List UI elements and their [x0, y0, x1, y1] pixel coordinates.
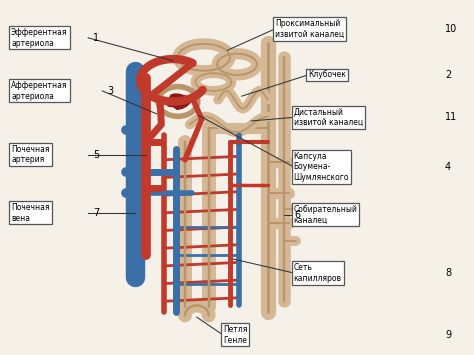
Text: 11: 11: [445, 113, 457, 122]
Text: Эфферентная
артериола: Эфферентная артериола: [11, 28, 68, 48]
Text: 8: 8: [445, 268, 451, 278]
Text: Почечная
вена: Почечная вена: [11, 203, 50, 223]
Text: 9: 9: [445, 330, 451, 340]
Text: 6: 6: [295, 210, 301, 220]
Text: 1: 1: [93, 33, 99, 43]
Text: 4: 4: [445, 162, 451, 172]
Text: 5: 5: [93, 149, 99, 159]
Text: Почечная
артерия: Почечная артерия: [11, 145, 50, 164]
Text: Афферентная
артериола: Афферентная артериола: [11, 81, 68, 100]
Text: 3: 3: [107, 86, 113, 96]
Text: 7: 7: [93, 208, 99, 218]
Text: Капсула
Боумена-
Шумлянского: Капсула Боумена- Шумлянского: [294, 152, 349, 182]
Text: Собирательный
каналец: Собирательный каналец: [294, 205, 357, 224]
Text: Сеть
капилляров: Сеть капилляров: [294, 263, 342, 283]
Text: Дистальный
извитой каналец: Дистальный извитой каналец: [294, 108, 363, 127]
Text: 10: 10: [445, 24, 457, 34]
Text: 2: 2: [445, 70, 451, 80]
Text: Проксимальный
извитой каналец: Проксимальный извитой каналец: [275, 19, 344, 39]
Text: Клубочек: Клубочек: [308, 70, 346, 80]
Text: Петля
Генле: Петля Генле: [223, 325, 247, 345]
